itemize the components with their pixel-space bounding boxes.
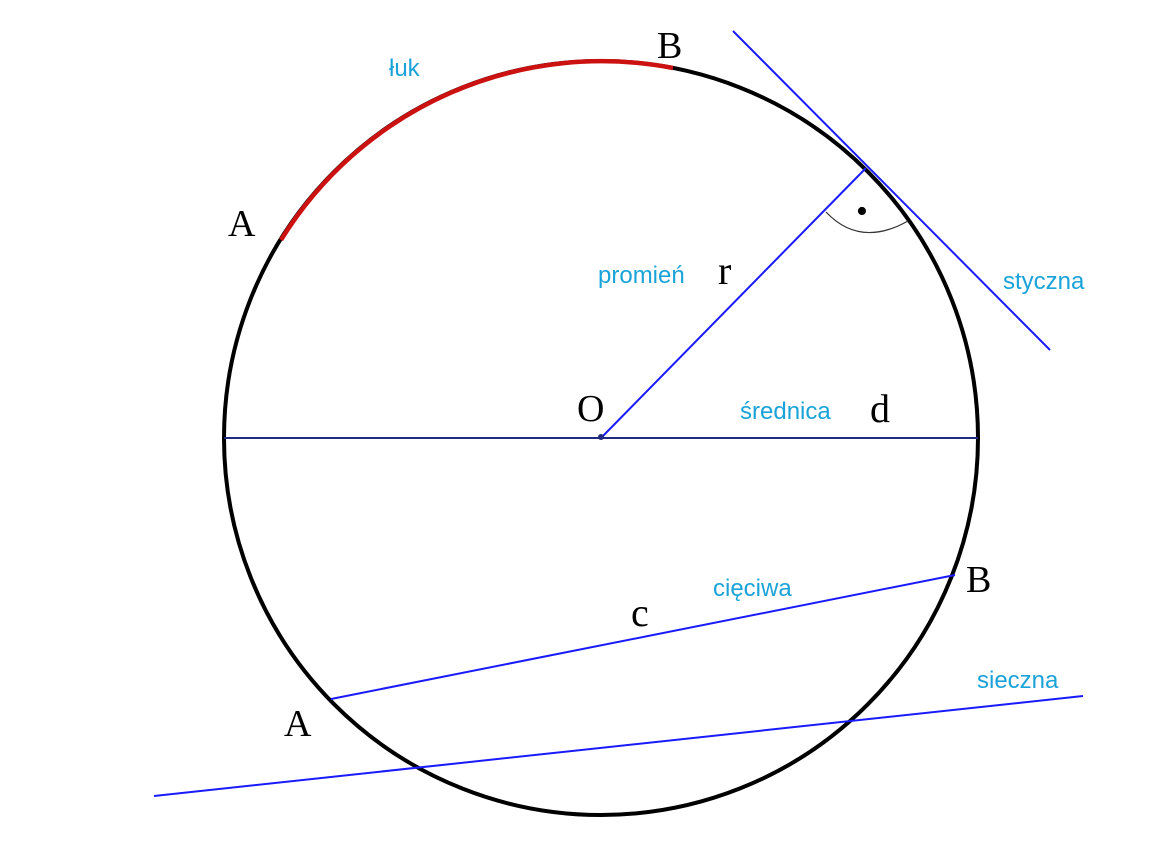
center-label: O [577, 388, 604, 430]
tangent-line [732, 30, 1051, 351]
arc-endpoint-b-label: B [657, 25, 682, 67]
right-angle-dot: • [856, 193, 868, 230]
right-angle-marker [825, 211, 909, 234]
radius-caption: promień [598, 262, 685, 289]
diameter-caption: średnica [740, 398, 831, 425]
radius-line [600, 167, 867, 439]
chord-caption: cięciwa [713, 575, 792, 602]
diameter-symbol-label: d [870, 386, 890, 431]
chord-symbol-label: c [631, 590, 649, 635]
tangent-caption: styczna [1003, 268, 1085, 295]
chord-line [330, 574, 956, 700]
chord-endpoint-a-label: A [284, 703, 312, 745]
radius-symbol-label: r [718, 248, 731, 293]
arc-endpoint-a-label: A [228, 203, 256, 245]
chord-endpoint-b-label: B [966, 559, 991, 601]
center-point [598, 434, 604, 440]
arc-caption: łuk [389, 55, 421, 82]
arc-highlight [279, 59, 674, 242]
secant-caption: sieczna [977, 667, 1059, 694]
secant-line [153, 695, 1084, 797]
